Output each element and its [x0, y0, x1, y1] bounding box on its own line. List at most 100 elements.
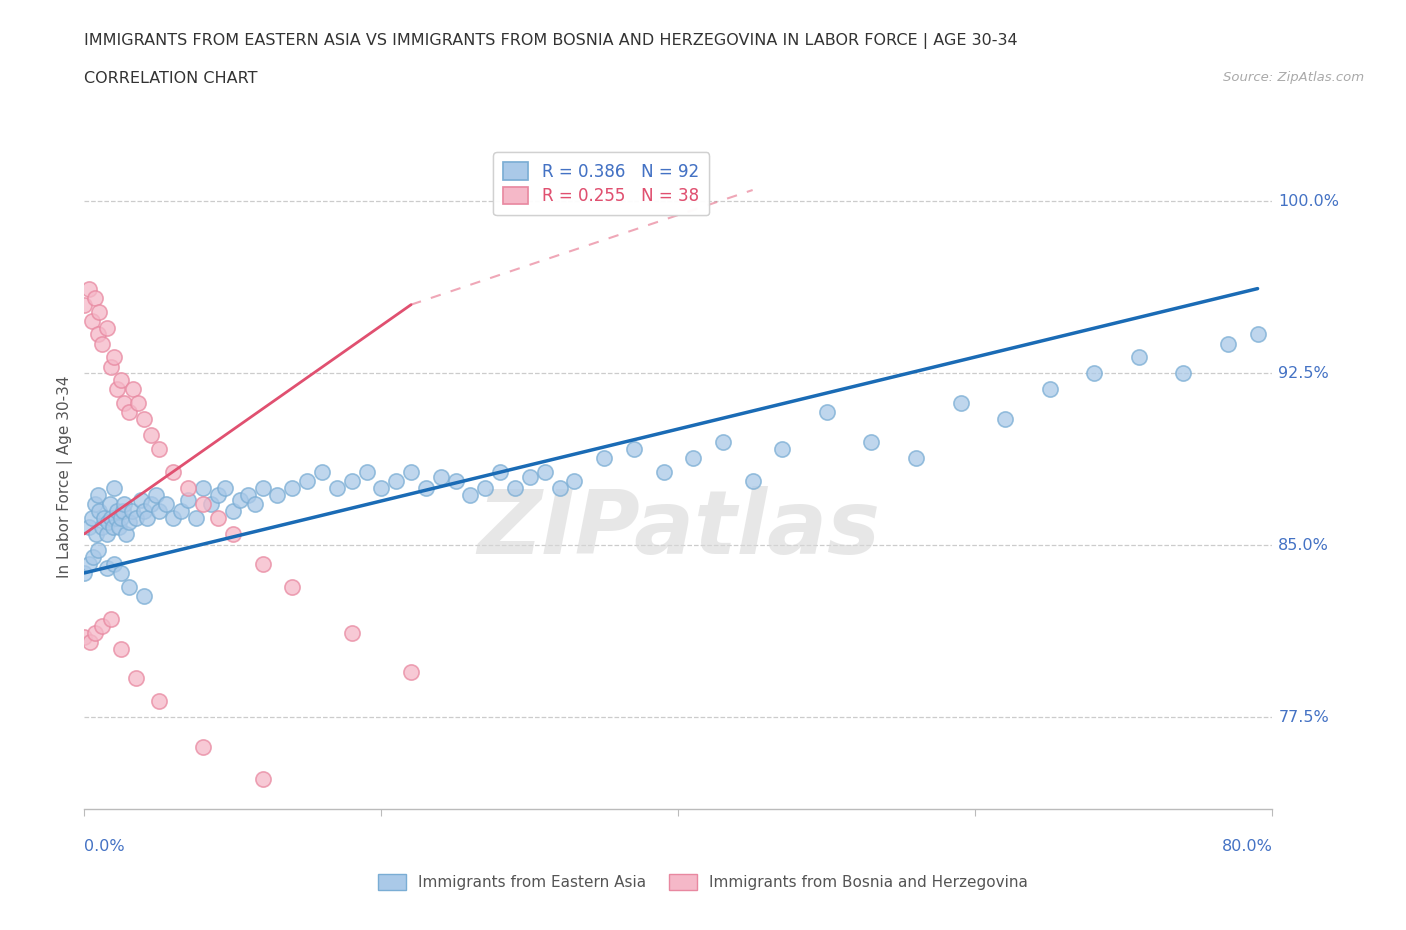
Point	[122, 382, 145, 397]
Point	[135, 511, 157, 525]
Point	[474, 481, 496, 496]
Point	[84, 526, 107, 541]
Point	[252, 556, 274, 571]
Point	[207, 511, 229, 525]
Point	[252, 772, 274, 787]
Point	[444, 473, 467, 488]
Point	[200, 497, 222, 512]
Point	[281, 481, 304, 496]
Point	[83, 290, 105, 305]
Point	[184, 511, 207, 525]
Point	[141, 428, 163, 443]
Point	[141, 497, 163, 512]
Point	[356, 465, 378, 480]
Point	[162, 465, 184, 480]
Point	[118, 405, 141, 419]
Point	[105, 382, 128, 397]
Point	[266, 487, 288, 502]
Point	[110, 565, 132, 580]
Point	[326, 481, 349, 496]
Point	[170, 503, 193, 518]
Point	[100, 511, 122, 525]
Point	[1128, 350, 1150, 365]
Point	[145, 487, 167, 502]
Point	[399, 465, 422, 480]
Point	[87, 542, 110, 557]
Point	[652, 465, 675, 480]
Point	[177, 481, 200, 496]
Point	[949, 396, 972, 411]
Text: Source: ZipAtlas.com: Source: ZipAtlas.com	[1223, 71, 1364, 84]
Point	[77, 520, 100, 535]
Point	[87, 487, 110, 502]
Point	[370, 481, 392, 496]
Point	[80, 313, 103, 328]
Point	[148, 503, 170, 518]
Point	[96, 526, 118, 541]
Point	[222, 503, 245, 518]
Point	[711, 435, 734, 450]
Point	[79, 634, 101, 649]
Point	[340, 473, 363, 488]
Point	[110, 511, 132, 525]
Point	[127, 396, 149, 411]
Legend: R = 0.386   N = 92, R = 0.255   N = 38: R = 0.386 N = 92, R = 0.255 N = 38	[494, 153, 709, 216]
Point	[533, 465, 555, 480]
Point	[115, 526, 138, 541]
Point	[104, 511, 127, 525]
Point	[229, 492, 252, 507]
Point	[118, 579, 141, 594]
Point	[121, 503, 143, 518]
Point	[89, 304, 111, 319]
Point	[860, 435, 883, 450]
Point	[91, 618, 114, 633]
Point	[162, 511, 184, 525]
Point	[132, 589, 155, 604]
Point	[281, 579, 304, 594]
Text: IMMIGRANTS FROM EASTERN ASIA VS IMMIGRANTS FROM BOSNIA AND HERZEGOVINA IN LABOR : IMMIGRANTS FROM EASTERN ASIA VS IMMIGRAN…	[84, 33, 1018, 48]
Point	[103, 481, 125, 496]
Point	[114, 497, 136, 512]
Point	[1039, 382, 1062, 397]
Text: 0.0%: 0.0%	[84, 839, 125, 854]
Point	[83, 625, 105, 640]
Point	[214, 481, 236, 496]
Point	[460, 487, 482, 502]
Point	[222, 526, 245, 541]
Point	[236, 487, 259, 502]
Point	[91, 520, 114, 535]
Point	[96, 561, 118, 576]
Point	[155, 497, 177, 512]
Point	[83, 497, 105, 512]
Point	[415, 481, 437, 496]
Point	[82, 550, 104, 565]
Point	[73, 630, 96, 644]
Text: 100.0%: 100.0%	[1278, 194, 1340, 209]
Point	[1083, 366, 1105, 381]
Legend: Immigrants from Eastern Asia, Immigrants from Bosnia and Herzegovina: Immigrants from Eastern Asia, Immigrants…	[373, 868, 1033, 897]
Point	[564, 473, 586, 488]
Point	[191, 481, 215, 496]
Text: ZIPatlas: ZIPatlas	[477, 486, 880, 573]
Point	[132, 412, 155, 427]
Point	[682, 451, 704, 466]
Point	[243, 497, 266, 512]
Point	[97, 515, 120, 530]
Point	[489, 465, 512, 480]
Point	[503, 481, 526, 496]
Point	[905, 451, 928, 466]
Point	[385, 473, 408, 488]
Point	[80, 511, 103, 525]
Point	[770, 442, 793, 457]
Point	[100, 611, 122, 626]
Point	[191, 739, 215, 754]
Text: 80.0%: 80.0%	[1222, 839, 1272, 854]
Text: 92.5%: 92.5%	[1278, 365, 1329, 381]
Point	[91, 336, 114, 351]
Point	[1173, 366, 1195, 381]
Point	[148, 694, 170, 709]
Point	[399, 664, 422, 679]
Point	[132, 503, 155, 518]
Point	[105, 503, 128, 518]
Point	[177, 492, 200, 507]
